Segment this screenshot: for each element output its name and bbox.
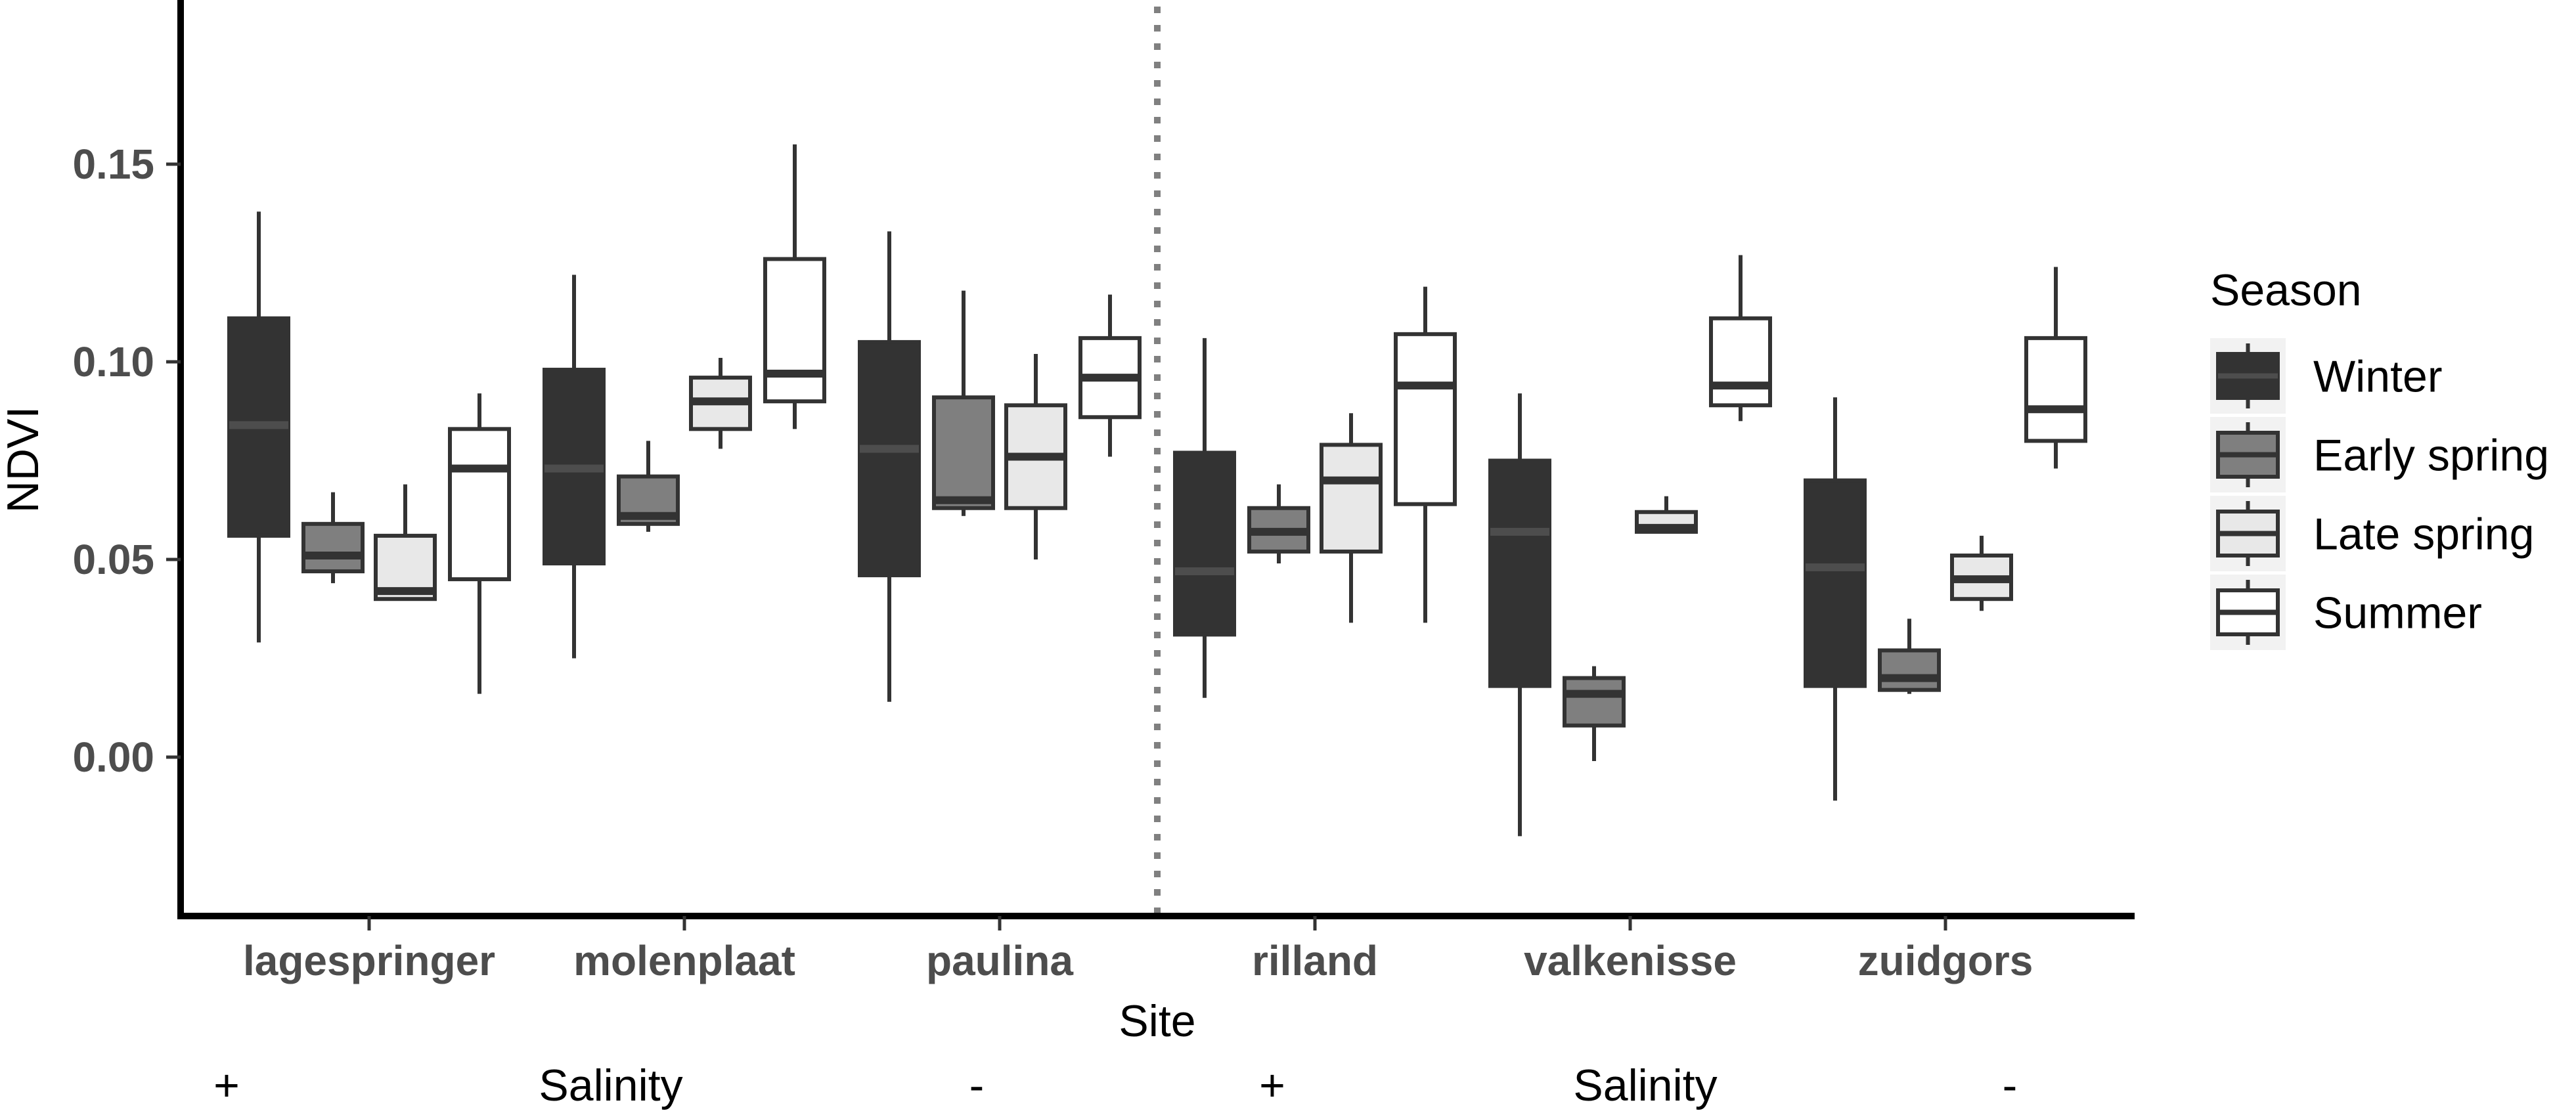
box-body xyxy=(301,521,365,574)
salinity-plus: + xyxy=(1259,1060,1285,1110)
salinity-annotations: + Salinity - + Salinity - xyxy=(213,1060,2017,1110)
box-paulina-winter xyxy=(858,231,921,702)
box-rilland-late-spring xyxy=(1320,413,1383,623)
y-tick-label: 0.10 xyxy=(72,338,154,385)
box-paulina-late-spring xyxy=(1004,353,1067,559)
box-molenplaat-winter xyxy=(543,274,606,659)
box-zuidgors-summer xyxy=(2024,267,2087,469)
y-axis-title: NDVI xyxy=(0,406,48,513)
box-body xyxy=(1394,332,1457,506)
y-tick-label: 0.00 xyxy=(72,733,154,781)
box-body xyxy=(448,427,511,582)
box-body xyxy=(2024,336,2087,443)
box-lagespringer-summer xyxy=(448,393,511,694)
salinity-label: Salinity xyxy=(1573,1060,1717,1110)
y-tick-label: 0.15 xyxy=(72,141,154,188)
x-tick-label-paulina: paulina xyxy=(926,937,1073,984)
box-zuidgors-early-spring xyxy=(1878,619,1941,694)
box-paulina-summer xyxy=(1078,294,1142,457)
legend-label: Winter xyxy=(2313,352,2442,402)
y-tick-label: 0.05 xyxy=(72,536,154,583)
salinity-minus: - xyxy=(2003,1060,2018,1110)
box-body xyxy=(1878,648,1941,692)
salinity-label: Salinity xyxy=(539,1060,682,1110)
box-lagespringer-early-spring xyxy=(301,492,365,584)
box-body xyxy=(1173,450,1236,637)
legend-label: Summer xyxy=(2313,588,2482,638)
legend-item-early-spring: Early spring xyxy=(2210,417,2549,492)
legend-label: Early spring xyxy=(2313,431,2549,481)
box-body xyxy=(1709,316,1772,408)
box-molenplaat-late-spring xyxy=(689,357,752,449)
box-valkenisse-summer xyxy=(1709,255,1772,422)
x-tick-label-lagespringer: lagespringer xyxy=(243,937,495,984)
box-molenplaat-early-spring xyxy=(617,441,680,532)
box-body xyxy=(932,395,995,510)
box-valkenisse-early-spring xyxy=(1563,666,1626,762)
box-paulina-early-spring xyxy=(932,290,995,516)
legend-item-summer: Summer xyxy=(2210,575,2482,650)
plot-area xyxy=(227,7,2087,916)
x-tick-label-molenplaat: molenplaat xyxy=(573,937,795,984)
box-body xyxy=(858,339,921,578)
box-body xyxy=(1563,676,1626,728)
x-tick-label-valkenisse: valkenisse xyxy=(1524,937,1737,984)
box-molenplaat-summer xyxy=(763,144,826,429)
salinity-minus: - xyxy=(969,1060,985,1110)
box-body xyxy=(1488,458,1551,688)
box-body xyxy=(1320,443,1383,554)
legend-item-winter: Winter xyxy=(2210,338,2442,414)
box-zuidgors-late-spring xyxy=(1950,535,2013,611)
box-rilland-early-spring xyxy=(1247,484,1310,564)
box-body xyxy=(763,257,826,404)
legend-item-late-spring: Late spring xyxy=(2210,496,2534,571)
salinity-plus: + xyxy=(213,1060,240,1110)
box-valkenisse-late-spring xyxy=(1635,496,1698,534)
x-tick-label-zuidgors: zuidgors xyxy=(1858,937,2033,984)
box-zuidgors-winter xyxy=(1804,397,1867,801)
salinity-row-right: + Salinity - xyxy=(1259,1060,2017,1110)
box-rilland-winter xyxy=(1173,338,1236,698)
legend-label: Late spring xyxy=(2313,510,2534,559)
box-valkenisse-winter xyxy=(1488,393,1551,837)
box-body xyxy=(1804,478,1867,688)
legend: Season Winter Early spring Late spring Summe… xyxy=(2210,265,2549,650)
box-rilland-summer xyxy=(1394,286,1457,623)
salinity-row-left: + Salinity - xyxy=(213,1060,984,1110)
x-tick-label-rilland: rilland xyxy=(1252,937,1378,984)
axes: 0.00 0.05 0.10 0.15 lagespringer molenplaat pa… xyxy=(0,0,2135,1046)
x-axis-title: Site xyxy=(1119,996,1195,1046)
box-lagespringer-late-spring xyxy=(374,484,437,601)
legend-title: Season xyxy=(2210,265,2362,315)
box-lagespringer-winter xyxy=(227,211,290,643)
